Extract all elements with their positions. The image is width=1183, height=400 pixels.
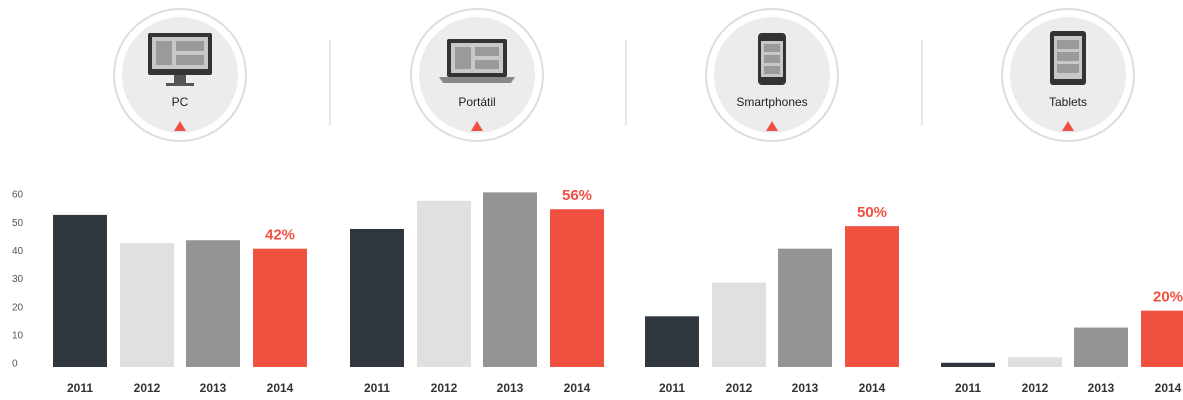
bar <box>778 248 832 367</box>
bar <box>417 200 471 367</box>
x-tick-label: 2013 <box>497 381 524 395</box>
x-tick-label: 2014 <box>859 381 886 395</box>
chart-title: PC <box>172 95 189 109</box>
x-tick-label: 2012 <box>726 381 753 395</box>
bar <box>1141 310 1183 367</box>
chart-title: Smartphones <box>736 95 807 109</box>
x-tick-label: 2011 <box>659 381 685 395</box>
separators <box>329 40 923 125</box>
y-tick-label: 0 <box>12 359 18 370</box>
value-label: 50% <box>857 204 887 221</box>
bar <box>483 192 537 367</box>
bar <box>186 240 240 367</box>
x-tick-label: 2013 <box>200 381 227 395</box>
badge-tablet <box>1001 8 1135 142</box>
x-tick-label: 2012 <box>134 381 161 395</box>
x-tick-label: 2011 <box>67 381 93 395</box>
x-tick-label: 2014 <box>267 381 294 395</box>
bar <box>845 226 899 367</box>
bar <box>550 209 604 367</box>
bar <box>120 243 174 367</box>
x-tick-label: 2014 <box>564 381 591 395</box>
bar <box>645 316 699 367</box>
value-label: 20% <box>1153 289 1183 306</box>
y-tick-label: 40 <box>12 246 24 257</box>
y-tick-label: 50 <box>12 218 24 229</box>
x-tick-label: 2011 <box>955 381 981 395</box>
y-tick-label: 30 <box>12 274 24 285</box>
x-tick-label: 2012 <box>1022 381 1049 395</box>
value-label: 42% <box>265 227 295 244</box>
bar <box>350 228 404 367</box>
chart-title: Portátil <box>458 95 495 109</box>
bar <box>712 282 766 367</box>
x-tick-label: 2013 <box>792 381 819 395</box>
bar <box>941 362 995 367</box>
bar <box>1074 327 1128 367</box>
y-tick-label: 60 <box>12 190 24 201</box>
badge-laptop <box>410 8 544 142</box>
bar <box>53 214 107 367</box>
y-tick-label: 20 <box>12 302 24 313</box>
value-label: 56% <box>562 187 592 204</box>
x-tick-label: 2013 <box>1088 381 1115 395</box>
badge-phone <box>705 8 839 142</box>
badge-pc <box>113 8 247 142</box>
chart-title: Tablets <box>1049 95 1087 109</box>
x-tick-label: 2011 <box>364 381 390 395</box>
x-tick-label: 2012 <box>431 381 458 395</box>
y-tick-label: 10 <box>12 330 24 341</box>
bar <box>1008 357 1062 367</box>
bar <box>253 248 307 367</box>
x-tick-label: 2014 <box>1155 381 1182 395</box>
